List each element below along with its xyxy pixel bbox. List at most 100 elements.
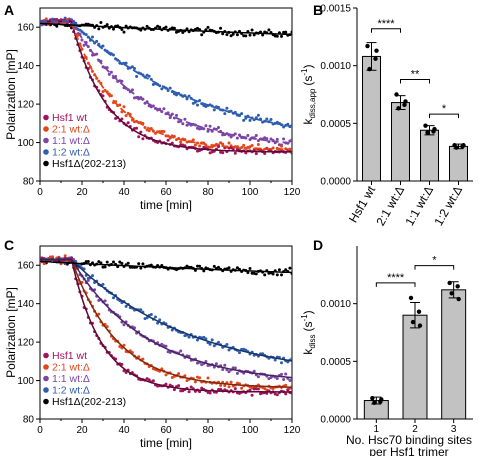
data-point xyxy=(223,112,227,116)
x-axis-title-line2: per Hsf1 trimer xyxy=(369,445,448,456)
data-point xyxy=(208,124,212,128)
replicate-point xyxy=(408,295,414,301)
data-point xyxy=(219,383,223,387)
data-point xyxy=(55,24,59,28)
legend-label: Hsf1Δ(202-213) xyxy=(52,158,126,170)
data-point xyxy=(143,101,147,105)
replicate-point xyxy=(367,66,372,72)
replicate-point xyxy=(365,43,370,49)
data-point xyxy=(80,38,84,42)
data-point xyxy=(261,352,265,356)
data-point xyxy=(202,335,206,339)
data-point xyxy=(254,387,258,391)
legend-marker xyxy=(43,114,49,121)
data-point xyxy=(137,355,141,359)
data-point xyxy=(160,129,164,133)
data-point xyxy=(112,53,115,57)
data-point xyxy=(124,370,128,374)
data-point xyxy=(233,366,237,370)
data-point xyxy=(290,30,292,34)
data-point xyxy=(244,34,248,38)
legend-label: 1:1 wt:Δ xyxy=(52,135,90,147)
data-point xyxy=(189,96,193,100)
data-point xyxy=(284,30,288,34)
fit-line-3 xyxy=(40,258,292,362)
data-point xyxy=(235,266,239,270)
significance-bracket xyxy=(371,28,401,33)
data-point xyxy=(256,113,260,117)
significance-label: * xyxy=(432,255,437,267)
data-point xyxy=(120,79,124,83)
data-point xyxy=(235,371,239,375)
legend-marker xyxy=(43,364,49,370)
data-point xyxy=(246,134,250,138)
data-point xyxy=(265,137,269,141)
data-point xyxy=(122,105,126,109)
bar xyxy=(441,289,467,420)
bar xyxy=(362,55,381,182)
data-point xyxy=(168,116,172,120)
data-point xyxy=(225,106,229,110)
data-point xyxy=(139,130,143,134)
x-tick-label: 2 xyxy=(412,424,418,435)
data-point xyxy=(271,272,275,276)
data-point xyxy=(280,372,283,376)
y-title-sub: diss xyxy=(308,334,317,348)
x-tick-label: 0 xyxy=(37,187,43,198)
data-point xyxy=(93,41,97,45)
data-point xyxy=(141,137,145,141)
data-point xyxy=(124,61,128,65)
data-point xyxy=(238,351,241,355)
replicate-point xyxy=(396,106,401,111)
x-tick-label: 20 xyxy=(76,425,88,436)
data-point xyxy=(244,151,248,155)
replicate-point xyxy=(449,291,454,296)
legend: Hsf1 wt2:1 wt:Δ1:1 wt:Δ1:2 wt:ΔHsf1Δ(202… xyxy=(43,112,126,170)
significance-label: **** xyxy=(377,18,395,30)
data-point xyxy=(103,88,107,92)
replicate-point xyxy=(423,123,428,128)
panel-b: B0.00000.00050.00100.0015kdiss,app(s-1)H… xyxy=(300,2,473,228)
data-point xyxy=(269,137,273,141)
data-point xyxy=(164,344,168,348)
y-title-sup: -1 xyxy=(300,68,309,76)
data-point xyxy=(172,388,176,392)
data-point xyxy=(99,21,103,25)
x-tick-label: 100 xyxy=(242,425,259,436)
bar xyxy=(420,129,439,182)
data-point xyxy=(118,103,122,107)
data-point xyxy=(181,122,185,126)
data-point xyxy=(284,372,288,376)
replicate-point xyxy=(370,396,375,401)
replicate-point xyxy=(456,296,461,302)
data-point xyxy=(254,272,258,276)
panel-letter: A xyxy=(4,2,14,18)
bar xyxy=(391,102,410,182)
data-point xyxy=(198,264,202,268)
data-point xyxy=(233,387,237,391)
data-point xyxy=(227,370,231,374)
data-point xyxy=(200,386,204,390)
data-point xyxy=(210,338,214,342)
data-point xyxy=(181,30,185,34)
data-point xyxy=(137,135,141,139)
data-point xyxy=(120,261,124,265)
data-point xyxy=(160,342,164,346)
data-point xyxy=(275,34,279,38)
data-point xyxy=(256,375,260,379)
data-point xyxy=(288,266,292,270)
data-point xyxy=(217,265,220,269)
x-axis-title: time [min] xyxy=(140,198,192,212)
data-point xyxy=(124,24,128,28)
data-point xyxy=(280,144,283,148)
significance-bracket xyxy=(400,79,430,84)
data-point xyxy=(233,151,237,155)
data-point xyxy=(99,261,103,265)
panel-c: C 80 100 120 140 160 0 20 40 60 80 100 120 time [min]… xyxy=(4,237,301,450)
data-point xyxy=(217,145,220,149)
data-point xyxy=(95,52,99,56)
data-point xyxy=(135,126,139,130)
data-point xyxy=(147,74,151,78)
data-point xyxy=(282,378,286,382)
